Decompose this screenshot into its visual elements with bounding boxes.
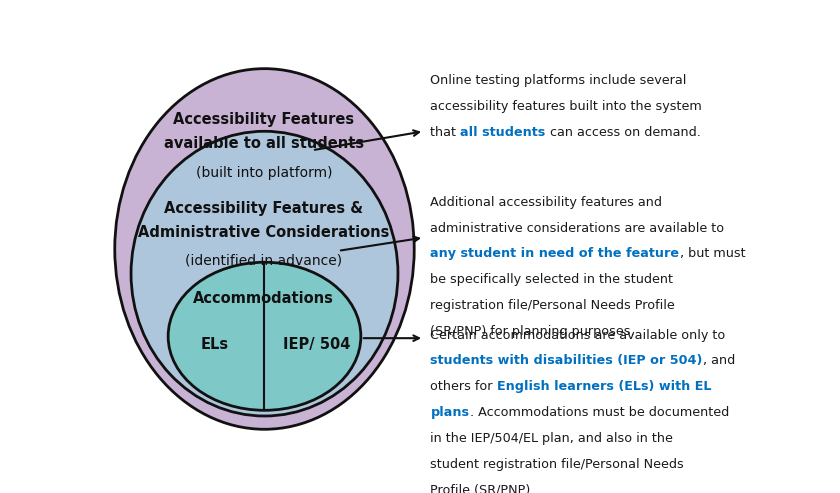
Text: be specifically selected in the student: be specifically selected in the student: [431, 273, 674, 286]
Text: ELs: ELs: [200, 337, 228, 352]
Text: English learners (ELs) with EL: English learners (ELs) with EL: [497, 380, 711, 393]
Ellipse shape: [115, 69, 414, 429]
Text: others for: others for: [431, 380, 497, 393]
Text: (SR/PNP) for planning purposes.: (SR/PNP) for planning purposes.: [431, 325, 635, 338]
Text: Accommodations: Accommodations: [193, 291, 334, 306]
Text: students with disabilities (IEP or 504): students with disabilities (IEP or 504): [431, 354, 703, 367]
Text: (built into platform): (built into platform): [196, 166, 332, 180]
Text: Certain accommodations are available only to: Certain accommodations are available onl…: [431, 329, 726, 342]
Text: Administrative Considerations: Administrative Considerations: [138, 225, 390, 240]
Text: in the IEP/504/EL plan, and also in the: in the IEP/504/EL plan, and also in the: [431, 432, 674, 445]
Text: registration file/Personal Needs Profile: registration file/Personal Needs Profile: [431, 299, 675, 312]
Ellipse shape: [131, 131, 398, 416]
Text: IEP/ 504: IEP/ 504: [283, 337, 350, 352]
Text: , but must: , but must: [680, 247, 745, 260]
Text: Accessibility Features &: Accessibility Features &: [165, 201, 364, 216]
Text: , and: , and: [703, 354, 735, 367]
Text: Online testing platforms include several: Online testing platforms include several: [431, 74, 687, 87]
Text: Additional accessibility features and: Additional accessibility features and: [431, 196, 663, 209]
Text: (identified in advance): (identified in advance): [186, 253, 343, 267]
Text: plans: plans: [431, 406, 470, 419]
Text: can access on demand.: can access on demand.: [546, 126, 701, 139]
Text: any student in need of the feature: any student in need of the feature: [431, 247, 680, 260]
Text: all students: all students: [460, 126, 546, 139]
Text: student registration file/Personal Needs: student registration file/Personal Needs: [431, 458, 685, 471]
Text: accessibility features built into the system: accessibility features built into the sy…: [431, 100, 702, 113]
Text: available to all students: available to all students: [164, 136, 364, 150]
Ellipse shape: [168, 262, 361, 410]
Text: administrative considerations are available to: administrative considerations are availa…: [431, 222, 725, 235]
Text: Profile (SR/PNP).: Profile (SR/PNP).: [431, 484, 535, 493]
Text: Accessibility Features: Accessibility Features: [173, 112, 354, 127]
Text: . Accommodations must be documented: . Accommodations must be documented: [470, 406, 729, 419]
Text: that: that: [431, 126, 460, 139]
